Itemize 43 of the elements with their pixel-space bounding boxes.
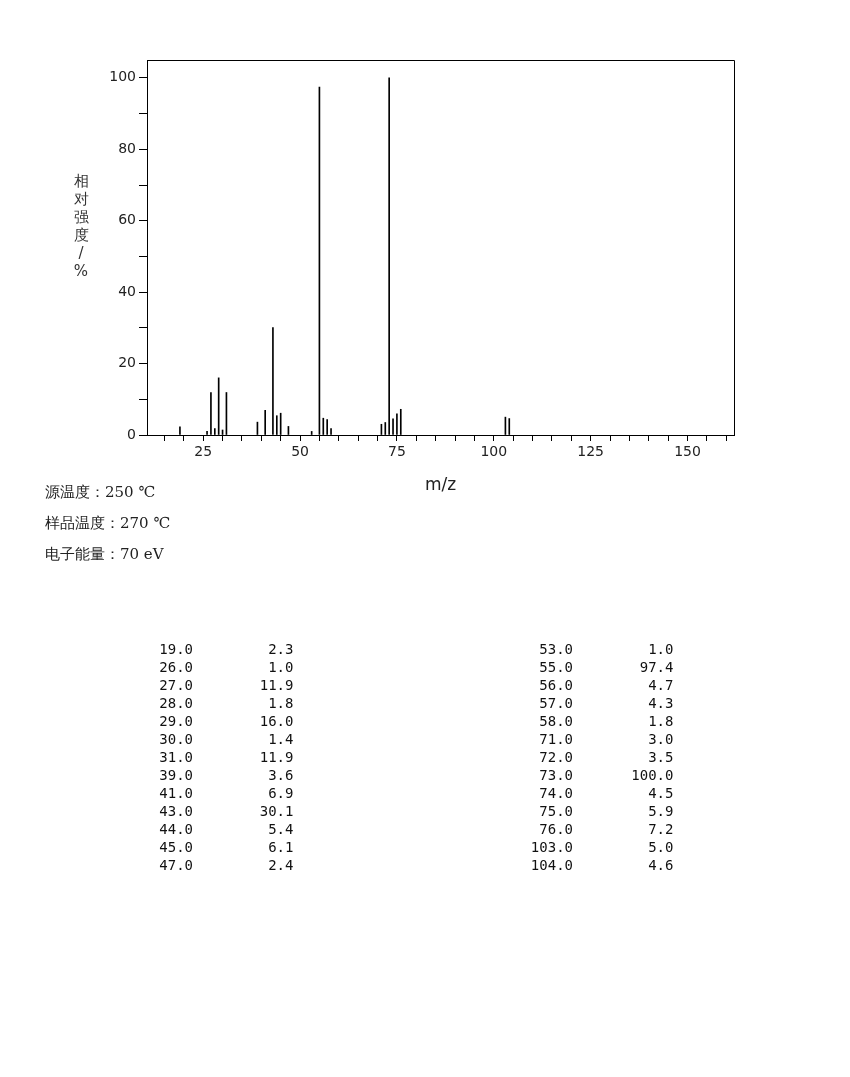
text: 74.0 4.5 [539, 785, 674, 801]
text: 30.0 1.4 [159, 731, 294, 747]
y-tick-label: 100 [109, 68, 136, 85]
text: 27.0 11.9 [159, 677, 294, 693]
x-tick-label: 150 [674, 443, 701, 460]
text: 39.0 3.6 [159, 767, 294, 783]
text: 28.0 1.8 [159, 695, 294, 711]
x-tick-label: 75 [388, 443, 406, 460]
text: 71.0 3.0 [539, 731, 674, 747]
text: 45.0 6.1 [159, 839, 294, 855]
text: 44.0 5.4 [159, 821, 294, 837]
text: 源温度：250 ℃ [45, 482, 157, 503]
y-tick-label: 80 [118, 139, 136, 156]
text: 19.0 2.3 [159, 641, 294, 657]
text: 75.0 5.9 [539, 803, 674, 819]
y-tick-label: 20 [118, 354, 136, 371]
y-tick-label: 60 [118, 211, 136, 228]
text: 26.0 1.0 [159, 659, 294, 675]
x-axis-title: m/z [424, 474, 457, 495]
text: 58.0 1.8 [539, 713, 674, 729]
text: 72.0 3.5 [539, 749, 674, 765]
text: 31.0 11.9 [159, 749, 294, 765]
text: 55.0 97.4 [539, 659, 674, 675]
y-axis-title: 相对强度/% [72, 172, 90, 280]
x-tick-label: 25 [194, 443, 213, 460]
x-tick-label: 100 [480, 443, 508, 460]
text: 41.0 6.9 [159, 785, 294, 801]
text: 104.0 4.6 [530, 857, 674, 873]
text: 53.0 1.0 [539, 641, 674, 657]
y-tick-label: 40 [118, 282, 136, 299]
text: 47.0 2.4 [159, 857, 294, 873]
text: 样品温度：270 ℃ [45, 513, 171, 534]
text: 73.0 100.0 [539, 767, 674, 783]
text: 43.0 30.1 [159, 803, 294, 819]
y-tick-label: 0 [127, 425, 136, 442]
text: 29.0 16.0 [159, 713, 294, 729]
text: 电子能量：70 eV [45, 544, 165, 565]
text: 56.0 4.7 [539, 677, 674, 693]
text: 57.0 4.3 [539, 695, 674, 711]
x-tick-label: 50 [291, 443, 309, 460]
x-tick-label: 125 [577, 443, 605, 460]
text: 103.0 5.0 [530, 839, 674, 855]
text: 76.0 7.2 [539, 821, 674, 837]
